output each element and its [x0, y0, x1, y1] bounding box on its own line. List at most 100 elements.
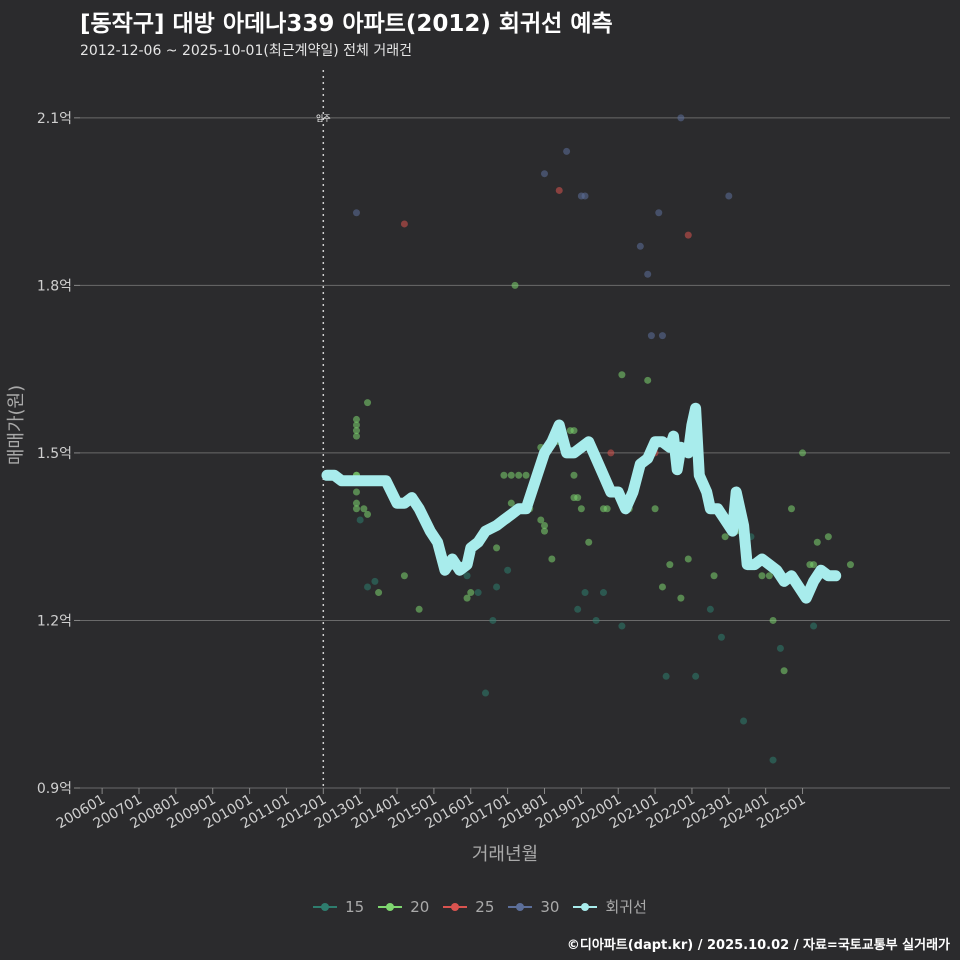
point-20 [493, 544, 501, 552]
point-20 [769, 616, 777, 624]
move-in-label: 입주 [316, 114, 331, 123]
point-15 [692, 672, 700, 680]
point-30 [658, 332, 666, 340]
legend-label: 회귀선 [605, 898, 647, 916]
point-20 [415, 605, 423, 613]
point-20 [360, 505, 368, 513]
chart-title: [동작구] 대방 아데나339 아파트(2012) 회귀선 예측 [80, 11, 613, 37]
point-15 [599, 589, 607, 597]
source-credit: ©디아파트(dapt.kr) / 2025.10.02 / 자료=국토교통부 실… [566, 938, 950, 953]
point-20 [603, 505, 611, 513]
point-20 [780, 667, 788, 675]
point-20 [507, 499, 515, 507]
legend-key [508, 898, 533, 916]
point-20 [500, 471, 508, 479]
y-axis-title: 매매가(원) [6, 385, 27, 465]
point-25 [555, 186, 563, 194]
point-20 [570, 427, 578, 435]
point-20 [813, 538, 821, 546]
point-20 [352, 488, 360, 496]
legend-label: 30 [540, 897, 560, 916]
chart-subtitle: 2012-12-06 ~ 2025-10-01(최근계약일) 전체 거래건 [80, 43, 412, 59]
point-30 [563, 147, 571, 155]
point-20 [352, 421, 360, 429]
point-20 [364, 399, 372, 407]
point-25 [400, 220, 408, 228]
point-15 [356, 516, 364, 524]
legend-key [378, 898, 403, 916]
point-15 [463, 572, 471, 580]
y-tick-label: 0.9억 [37, 781, 72, 797]
point-30 [540, 170, 548, 178]
point-30 [725, 192, 733, 200]
point-15 [717, 633, 725, 641]
point-15 [574, 605, 582, 613]
point-20 [710, 572, 718, 580]
legend-key [443, 898, 468, 916]
point-20 [364, 510, 372, 518]
point-30 [636, 242, 644, 250]
legend-label: 25 [475, 897, 495, 916]
point-25 [607, 449, 615, 457]
point-15 [810, 622, 818, 630]
point-30 [352, 209, 360, 217]
point-20 [352, 432, 360, 440]
point-20 [463, 594, 471, 602]
point-25 [684, 231, 692, 239]
y-tick-label: 1.8억 [37, 278, 72, 294]
point-15 [474, 589, 482, 597]
legend-label: 20 [410, 897, 430, 916]
point-20 [577, 505, 585, 513]
legend-item: 25 [443, 898, 494, 916]
point-15 [371, 577, 379, 585]
point-20 [810, 561, 818, 569]
y-tick-label: 1.5억 [37, 446, 72, 462]
point-20 [352, 427, 360, 435]
point-20 [352, 415, 360, 423]
legend-item: 15 [313, 898, 364, 916]
point-15 [740, 717, 748, 725]
point-20 [511, 281, 519, 289]
point-20 [758, 572, 766, 580]
chart-legend: 15 20 25 30 회귀선 [0, 896, 960, 920]
point-30 [577, 192, 585, 200]
point-15 [706, 605, 714, 613]
point-20 [352, 499, 360, 507]
point-20 [375, 589, 383, 597]
point-15 [618, 622, 626, 630]
point-20 [585, 538, 593, 546]
point-15 [482, 689, 490, 697]
point-20 [618, 371, 626, 379]
x-axis-title: 거래년월 [472, 844, 538, 865]
point-30 [677, 114, 685, 122]
point-20 [684, 555, 692, 563]
point-20 [467, 589, 475, 597]
point-15 [776, 644, 784, 652]
point-20 [666, 561, 674, 569]
point-20 [574, 494, 582, 502]
y-tick-label: 2.1억 [37, 111, 72, 127]
point-30 [647, 332, 655, 340]
legend-key [573, 898, 598, 916]
point-20 [537, 516, 545, 524]
point-30 [655, 209, 663, 217]
point-20 [522, 471, 530, 479]
point-20 [644, 376, 652, 384]
point-15 [504, 566, 512, 574]
point-20 [540, 522, 548, 530]
point-15 [769, 756, 777, 764]
point-20 [507, 471, 515, 479]
legend-label: 15 [345, 897, 365, 916]
point-20 [570, 471, 578, 479]
point-20 [721, 533, 729, 541]
legend-item: 30 [508, 898, 559, 916]
point-20 [540, 527, 548, 535]
point-20 [677, 594, 685, 602]
point-15 [493, 583, 501, 591]
point-15 [592, 616, 600, 624]
point-20 [765, 572, 773, 580]
point-20 [799, 449, 807, 457]
point-15 [662, 672, 670, 680]
point-30 [644, 270, 652, 278]
